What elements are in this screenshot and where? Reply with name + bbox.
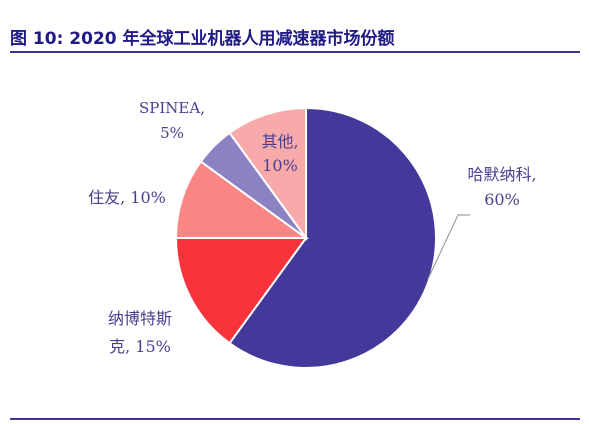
label-sumitomo: 住友, 10%	[88, 188, 166, 207]
label-nabtesco-line2: 克, 15%	[109, 337, 171, 356]
pie-slice-4	[228, 106, 307, 242]
label-spinea-line2: 5%	[160, 124, 184, 142]
label-harmonic-line1: 哈默纳科,	[467, 165, 536, 184]
figure-title: 图 10: 2020 年全球工业机器人用减速器市场份额	[10, 29, 395, 49]
pie-slice-1	[174, 237, 308, 345]
label-spinea-line1: SPINEA,	[139, 99, 205, 117]
footer-divider	[10, 418, 580, 420]
leader-line-harmonic	[427, 214, 470, 280]
label-harmonic-line2: 60%	[484, 190, 520, 209]
pie-slices	[174, 106, 437, 369]
label-other-line1: 其他,	[261, 132, 298, 151]
pie-slice-0	[228, 106, 437, 369]
label-other-line2: 10%	[262, 156, 298, 175]
label-nabtesco-line1: 纳博特斯	[108, 309, 172, 328]
title-divider	[10, 51, 580, 53]
pie-slice-2	[174, 160, 310, 239]
